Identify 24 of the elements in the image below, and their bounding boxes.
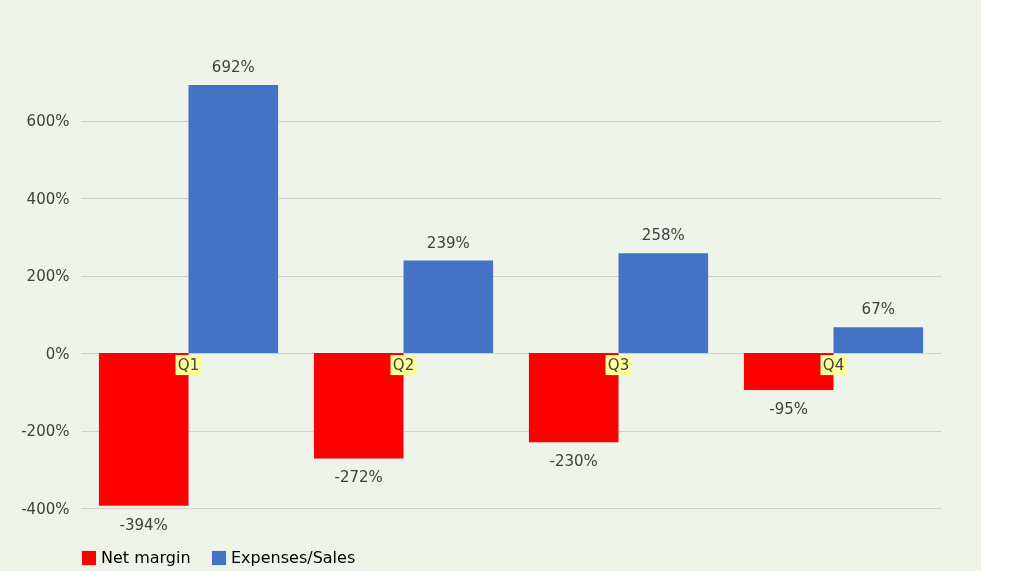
bar: [188, 85, 279, 354]
y-tick-label: 600%: [26, 112, 70, 131]
data-label: -230%: [549, 452, 598, 471]
data-label: -272%: [334, 468, 383, 487]
bar: [833, 327, 924, 354]
x-tick-label: Q2: [392, 356, 415, 375]
y-tick-label: -400%: [21, 499, 70, 518]
x-tick-label: Q1: [177, 356, 200, 375]
data-label: -394%: [119, 515, 168, 534]
y-tick-label: 200%: [26, 267, 70, 286]
bar: [403, 260, 494, 354]
legend-label: Net margin: [101, 548, 191, 567]
data-label: 258%: [641, 226, 685, 245]
data-label: 239%: [426, 233, 470, 252]
bar: [618, 253, 709, 354]
data-label: 67%: [861, 300, 895, 319]
x-tick-label: Q3: [607, 356, 630, 375]
data-label: 692%: [211, 58, 255, 77]
y-tick-label: 0%: [45, 344, 70, 363]
x-tick-label: Q4: [822, 356, 845, 375]
legend-label: Expenses/Sales: [231, 548, 356, 567]
y-tick-label: -200%: [21, 422, 70, 441]
data-label: -95%: [769, 399, 809, 418]
y-tick-label: 400%: [26, 189, 70, 208]
